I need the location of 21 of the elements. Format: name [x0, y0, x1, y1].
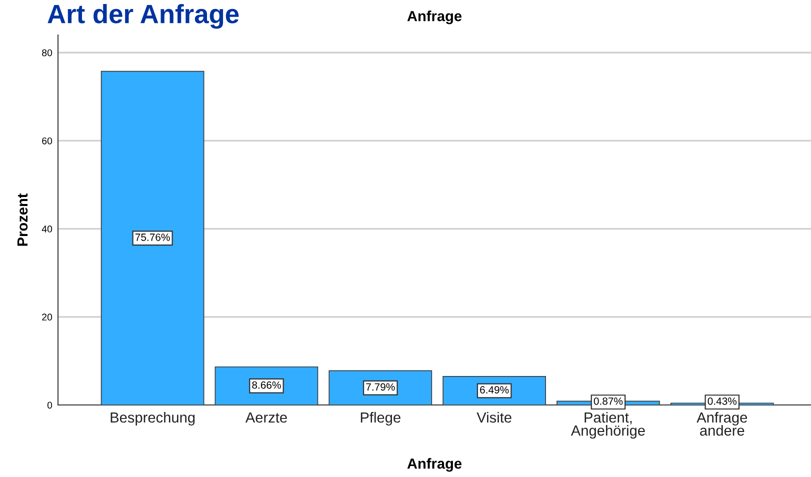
- data-label: 6.49%: [480, 386, 509, 394]
- data-label: 0.87%: [594, 397, 623, 405]
- y-tick-label: 20: [42, 314, 52, 321]
- y-tick-label: 80: [42, 49, 52, 56]
- data-label: 8.66%: [252, 381, 281, 389]
- data-label: 0.43%: [708, 397, 737, 405]
- data-label: 7.79%: [366, 383, 395, 391]
- chart-subtitle: Anfrage: [407, 10, 462, 24]
- y-tick-label: 0: [47, 402, 52, 409]
- x-axis-title: Anfrage: [407, 458, 462, 472]
- x-tick-label: Besprechung: [110, 412, 195, 426]
- data-label: 75.76%: [135, 234, 170, 241]
- x-tick-label: Aerzte: [245, 412, 287, 423]
- chart-title: Art der Anfrage: [48, 4, 239, 29]
- x-tick-label: Anfrage andere: [696, 412, 748, 436]
- x-tick-label: Pflege: [360, 412, 400, 426]
- y-axis-title: Prozent: [17, 193, 28, 246]
- y-tick-label: 60: [42, 137, 52, 144]
- y-tick-label: 40: [42, 226, 52, 232]
- x-tick-label: Visite: [476, 412, 512, 423]
- x-tick-label: Patient, Angehörige: [570, 412, 645, 439]
